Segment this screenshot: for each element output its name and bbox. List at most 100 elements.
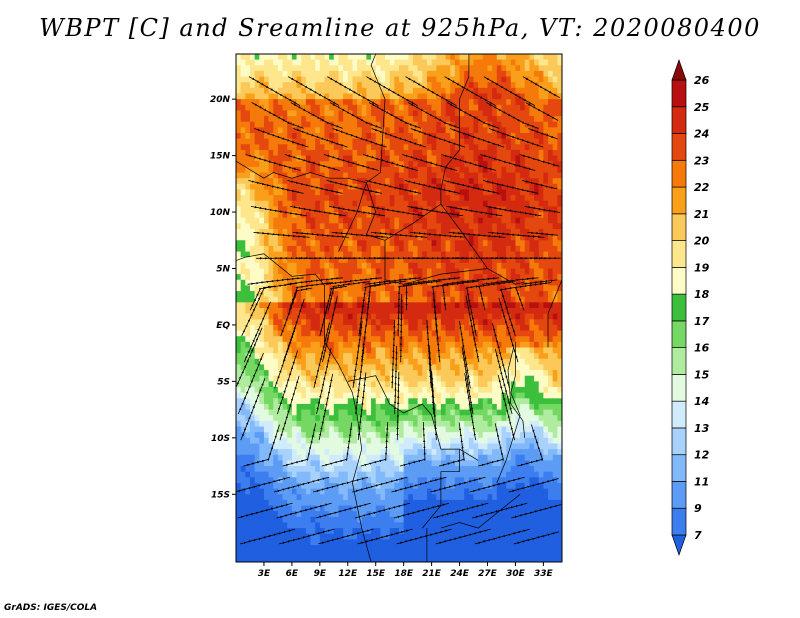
field-cell bbox=[459, 144, 465, 151]
field-cell bbox=[236, 319, 242, 326]
field-cell bbox=[440, 409, 447, 416]
field-cell bbox=[422, 285, 428, 292]
field-cell bbox=[240, 449, 246, 456]
field-cell bbox=[385, 183, 391, 191]
field-cell bbox=[529, 59, 535, 66]
field-cell bbox=[296, 387, 302, 394]
field-cell bbox=[301, 308, 307, 315]
field-cell bbox=[538, 398, 544, 405]
field-cell bbox=[329, 437, 335, 445]
field-cell bbox=[352, 200, 358, 207]
field-cell bbox=[431, 240, 437, 247]
field-cell bbox=[510, 138, 517, 145]
field-cell bbox=[417, 443, 423, 450]
field-cell bbox=[338, 415, 344, 422]
field-cell bbox=[459, 70, 465, 78]
field-cell bbox=[385, 200, 391, 207]
field-cell bbox=[548, 375, 554, 382]
field-cell bbox=[487, 308, 493, 315]
field-cell bbox=[343, 65, 349, 72]
field-cell bbox=[412, 245, 419, 253]
field-cell bbox=[552, 82, 558, 89]
field-cell bbox=[236, 212, 242, 219]
field-cell bbox=[296, 364, 302, 371]
field-cell bbox=[501, 76, 507, 83]
field-cell bbox=[515, 149, 521, 157]
field-cell bbox=[552, 443, 558, 450]
field-cell bbox=[305, 54, 312, 61]
field-cell bbox=[520, 319, 526, 326]
field-cell bbox=[347, 324, 354, 332]
field-cell bbox=[496, 133, 503, 140]
field-cell bbox=[538, 341, 544, 349]
field-cell bbox=[473, 443, 479, 450]
field-cell bbox=[426, 449, 433, 456]
field-cell bbox=[301, 443, 307, 450]
field-cell bbox=[496, 144, 503, 151]
field-cell bbox=[459, 403, 465, 411]
field-cell bbox=[273, 387, 279, 394]
field-cell bbox=[361, 262, 367, 270]
field-cell bbox=[468, 251, 475, 258]
field-cell bbox=[371, 341, 377, 349]
field-cell bbox=[263, 195, 270, 202]
field-cell bbox=[282, 398, 288, 405]
field-cell bbox=[482, 415, 489, 422]
field-cell bbox=[389, 245, 395, 253]
field-cell bbox=[496, 121, 503, 128]
field-cell bbox=[454, 166, 461, 174]
field-cell bbox=[319, 99, 326, 106]
field-cell bbox=[273, 358, 279, 366]
field-cell bbox=[263, 76, 270, 83]
field-cell bbox=[291, 149, 298, 157]
field-cell bbox=[291, 274, 298, 281]
field-cell bbox=[394, 65, 400, 72]
field-cell bbox=[338, 228, 344, 236]
field-cell bbox=[371, 268, 377, 275]
field-cell bbox=[454, 398, 461, 405]
field-cell bbox=[277, 127, 284, 134]
field-cell bbox=[501, 195, 507, 202]
field-cell bbox=[259, 426, 265, 433]
field-cell bbox=[296, 409, 302, 416]
field-cell bbox=[263, 149, 270, 157]
field-cell bbox=[412, 161, 419, 168]
field-cell bbox=[482, 364, 489, 371]
field-cell bbox=[492, 183, 498, 191]
field-cell bbox=[245, 172, 251, 179]
field-cell bbox=[417, 59, 423, 66]
field-cell bbox=[515, 347, 521, 354]
field-cell bbox=[236, 364, 242, 371]
field-cell bbox=[263, 121, 270, 128]
field-cell bbox=[529, 449, 535, 456]
field-cell bbox=[301, 420, 307, 428]
field-cell bbox=[305, 234, 312, 241]
field-cell bbox=[454, 302, 461, 309]
field-cell bbox=[249, 54, 256, 61]
field-cell bbox=[529, 420, 535, 428]
field-cell bbox=[291, 93, 298, 100]
field-cell bbox=[352, 308, 358, 315]
field-cell bbox=[534, 70, 540, 78]
field-cell bbox=[426, 285, 433, 292]
field-cell bbox=[347, 93, 354, 100]
field-cell bbox=[301, 313, 307, 320]
field-cell bbox=[403, 228, 409, 236]
field-cell bbox=[366, 336, 372, 343]
field-cell bbox=[538, 200, 544, 207]
field-cell bbox=[338, 302, 344, 309]
field-cell bbox=[361, 99, 367, 106]
field-cell bbox=[389, 104, 395, 112]
field-cell bbox=[524, 330, 530, 337]
field-cell bbox=[510, 217, 517, 224]
field-cell bbox=[557, 138, 562, 145]
field-cell bbox=[385, 178, 391, 185]
field-cell bbox=[338, 206, 344, 213]
field-cell bbox=[240, 183, 246, 191]
field-cell bbox=[412, 330, 419, 337]
field-cell bbox=[506, 257, 512, 264]
field-cell bbox=[510, 195, 517, 202]
field-cell bbox=[524, 381, 530, 388]
field-cell bbox=[371, 437, 377, 445]
field-cell bbox=[385, 251, 391, 258]
